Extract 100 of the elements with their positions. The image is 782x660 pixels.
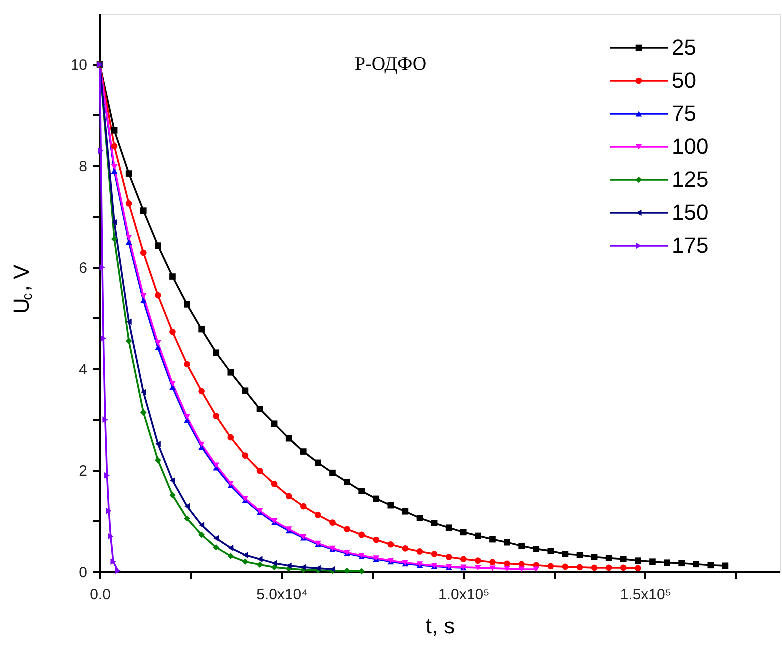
- x-axis-title: t, s: [426, 614, 456, 638]
- point: [388, 502, 394, 509]
- point: [100, 335, 106, 342]
- point: [518, 566, 525, 572]
- point: [184, 516, 190, 522]
- point: [108, 533, 114, 540]
- point: [155, 457, 162, 464]
- point: [126, 240, 132, 246]
- point: [475, 532, 482, 540]
- legend-label: 50: [672, 68, 696, 93]
- point: [256, 562, 264, 568]
- point: [140, 293, 147, 299]
- y-tick-label: 10: [70, 57, 88, 74]
- point: [140, 298, 147, 304]
- point: [242, 552, 248, 558]
- point: [140, 389, 146, 396]
- point: [184, 414, 190, 420]
- point: [228, 480, 234, 486]
- point: [300, 448, 307, 455]
- point: [431, 551, 438, 558]
- point: [373, 536, 380, 544]
- point: [126, 338, 132, 344]
- point: [228, 544, 234, 552]
- legend-label: 125: [672, 167, 709, 192]
- legend-label: 175: [672, 233, 709, 258]
- point: [490, 559, 496, 566]
- point: [576, 564, 584, 571]
- point: [170, 328, 176, 336]
- point: [548, 563, 554, 570]
- point: [446, 524, 452, 532]
- point: [272, 560, 278, 567]
- point: [110, 558, 116, 566]
- point: [475, 565, 482, 571]
- point: [533, 546, 540, 552]
- point: [722, 562, 729, 570]
- point: [198, 442, 205, 448]
- point: [256, 406, 264, 412]
- point: [256, 468, 264, 474]
- y-tick-label: 0: [79, 564, 88, 582]
- point: [504, 566, 510, 572]
- point: [635, 565, 642, 572]
- point: [242, 452, 249, 459]
- point: [650, 558, 656, 566]
- point: [358, 568, 365, 575]
- x-tick-label: 1.5x10⁵: [620, 586, 672, 604]
- point: [533, 566, 540, 572]
- point: [126, 234, 132, 240]
- point: [155, 345, 162, 351]
- point: [315, 512, 322, 518]
- point: [693, 561, 700, 568]
- point: [170, 274, 176, 280]
- point: [242, 388, 249, 394]
- point: [228, 553, 234, 560]
- point: [155, 292, 162, 299]
- point: [184, 302, 190, 308]
- point: [140, 250, 147, 256]
- y-tick-label: 2: [79, 463, 88, 480]
- point: [271, 564, 278, 571]
- point: [126, 200, 132, 207]
- point: [115, 568, 121, 574]
- point: [330, 470, 336, 476]
- point: [213, 413, 220, 420]
- point: [112, 219, 118, 226]
- point: [111, 143, 118, 150]
- point: [388, 541, 394, 548]
- point: [373, 496, 380, 502]
- point: [431, 520, 438, 526]
- point: [446, 554, 452, 560]
- point: [344, 526, 350, 533]
- point: [591, 564, 598, 572]
- point: [170, 478, 176, 484]
- point: [562, 564, 569, 570]
- point: [198, 326, 205, 333]
- point: [606, 564, 612, 572]
- point: [286, 435, 292, 442]
- point: [330, 520, 336, 526]
- legend-label: 100: [672, 134, 709, 159]
- point: [416, 548, 424, 555]
- point: [111, 128, 118, 134]
- point: [562, 551, 569, 558]
- point: [475, 558, 482, 564]
- point: [111, 164, 118, 170]
- point: [213, 350, 220, 356]
- point: [98, 148, 104, 154]
- x-tick-label: 1.0x10⁵: [438, 586, 490, 604]
- point: [170, 492, 176, 499]
- point: [140, 410, 147, 416]
- point: [576, 552, 584, 558]
- point: [228, 434, 234, 441]
- point: [504, 539, 510, 546]
- point: [155, 441, 161, 448]
- legend-label: 150: [672, 200, 709, 225]
- point: [155, 242, 162, 249]
- point: [106, 508, 112, 514]
- y-axis-title: Uc, V: [9, 264, 35, 314]
- point: [170, 381, 176, 387]
- annotation: Р-ОДФО: [355, 54, 427, 75]
- point: [708, 562, 714, 569]
- y-tick-label: 8: [79, 158, 88, 176]
- point: [140, 208, 147, 214]
